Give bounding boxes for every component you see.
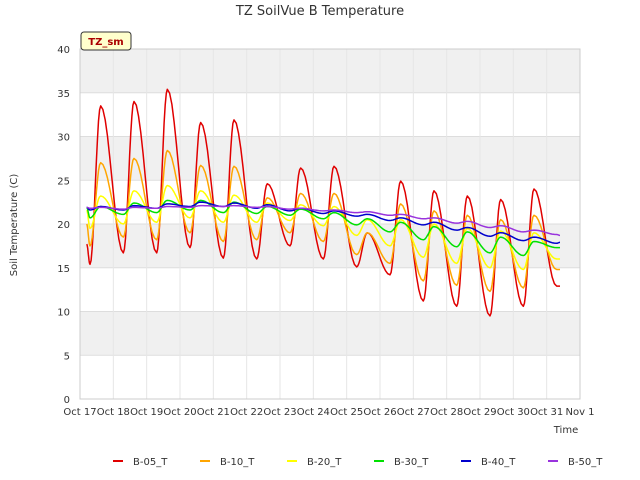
x-tick-label: Oct 25 bbox=[330, 407, 363, 418]
x-axis: Oct 17 Oct 18 Oct 19 Oct 20 Oct 21 Oct 22 Oct … bbox=[63, 407, 594, 418]
plot-frame bbox=[79, 48, 581, 400]
y-tick-label: 35 bbox=[57, 89, 70, 100]
x-tick-label: Oct 21 bbox=[197, 407, 230, 418]
series-line-b-20-t bbox=[86, 184, 561, 271]
y-tick-label: 20 bbox=[57, 220, 70, 231]
x-axis-label: Time bbox=[553, 425, 578, 436]
series-line-b-30-t bbox=[86, 199, 561, 257]
x-tick-label: Oct 22 bbox=[230, 407, 263, 418]
chart-title: TZ SoilVue B Temperature bbox=[235, 4, 404, 19]
x-tick-label: Oct 24 bbox=[297, 407, 330, 418]
legend-label: B-10_T bbox=[220, 457, 255, 468]
legend-label: B-50_T bbox=[568, 457, 603, 468]
y-tick-label: 40 bbox=[57, 45, 70, 56]
x-tick-label: Oct 26 bbox=[363, 407, 396, 418]
y-tick-label: 10 bbox=[57, 308, 70, 319]
x-tick-label: Oct 27 bbox=[397, 407, 430, 418]
legend-label: B-20_T bbox=[307, 457, 342, 468]
series-line-b-10-t bbox=[86, 149, 561, 293]
x-tick-label: Oct 17 bbox=[63, 407, 96, 418]
x-tick-label: Oct 20 bbox=[163, 407, 196, 418]
y-tick-label: 30 bbox=[57, 133, 70, 144]
y-tick-label: 5 bbox=[64, 351, 70, 362]
y-tick-label: 15 bbox=[57, 264, 70, 275]
series-lines bbox=[86, 88, 561, 317]
x-tick-label: Oct 28 bbox=[430, 407, 463, 418]
y-tick-label: 25 bbox=[57, 176, 70, 187]
plot-band bbox=[80, 311, 580, 356]
y-axis: 0 5 10 15 20 25 30 35 40 bbox=[57, 45, 70, 406]
x-tick-label: Oct 18 bbox=[97, 407, 130, 418]
x-tick-label: Oct 30 bbox=[497, 407, 530, 418]
series-line-b-50-t bbox=[86, 204, 561, 237]
y-tick-label: 0 bbox=[64, 395, 70, 406]
x-tick-label: Nov 1 bbox=[565, 407, 594, 418]
x-tick-label: Oct 31 bbox=[530, 407, 563, 418]
annotation-label: TZ_sm bbox=[88, 37, 123, 48]
annotation-box: TZ_sm bbox=[80, 31, 132, 51]
series-line-b-05-t bbox=[86, 88, 561, 317]
annotation-background bbox=[80, 31, 132, 51]
y-axis-label: Soil Temperature (C) bbox=[9, 174, 20, 277]
plot-band bbox=[80, 224, 580, 268]
x-tick-label: Oct 23 bbox=[263, 407, 296, 418]
plot-band bbox=[80, 49, 580, 93]
legend-label: B-40_T bbox=[481, 457, 516, 468]
legend-label: B-30_T bbox=[394, 457, 429, 468]
legend: B-05_T B-10_T B-20_T B-30_T B-40_T B-50_T bbox=[113, 457, 603, 468]
legend-label: B-05_T bbox=[133, 457, 168, 468]
x-tick-label: Oct 19 bbox=[130, 407, 163, 418]
x-tick-label: Oct 29 bbox=[463, 407, 496, 418]
plot-band bbox=[80, 136, 580, 181]
